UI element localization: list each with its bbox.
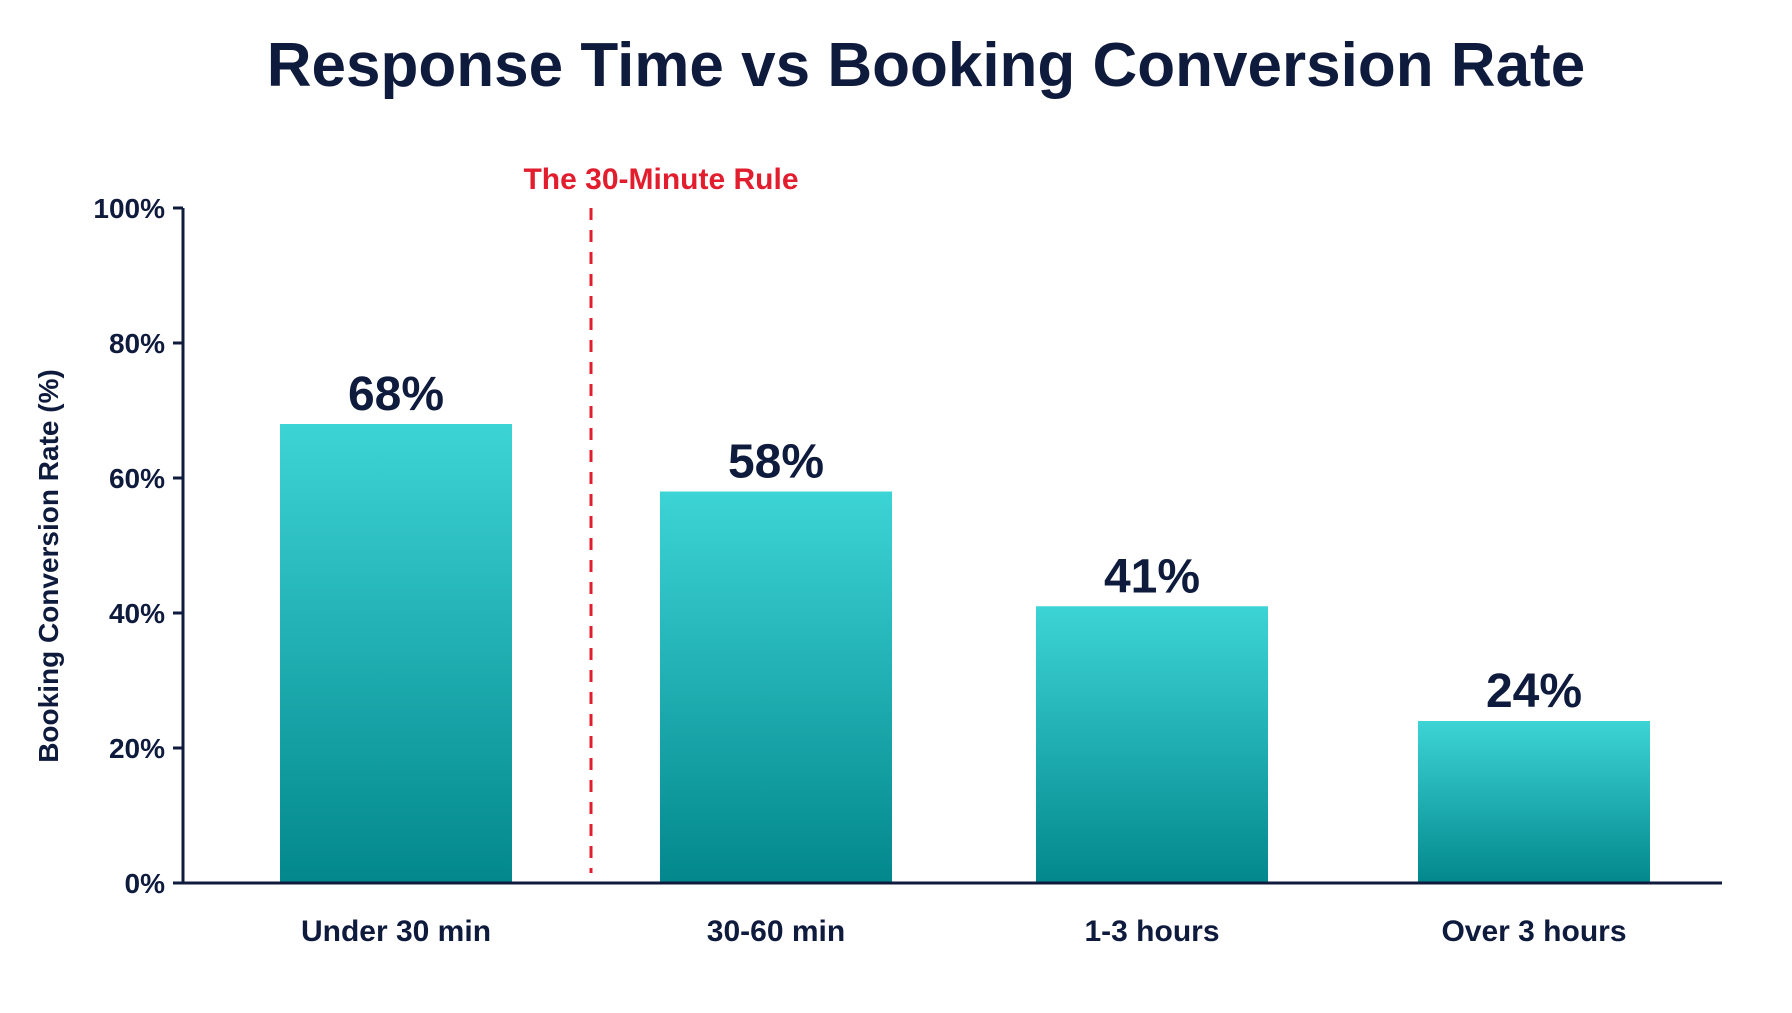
- y-tick-label: 100%: [93, 193, 165, 224]
- chart-title: Response Time vs Booking Conversion Rate: [267, 31, 1585, 100]
- x-category-label: Under 30 min: [301, 915, 491, 948]
- x-category-label: 30-60 min: [707, 915, 845, 948]
- y-tick-label: 60%: [109, 463, 165, 494]
- y-tick-label: 40%: [109, 598, 165, 629]
- bar: [1036, 606, 1268, 883]
- y-axis-ticks: 0% 20% 40% 60% 80% 100%: [93, 193, 183, 899]
- bar-value-label: 58%: [728, 436, 824, 489]
- x-category-label: Over 3 hours: [1441, 915, 1626, 948]
- y-axis-label: Booking Conversion Rate (%): [33, 369, 64, 763]
- bar-value-label: 24%: [1486, 665, 1582, 718]
- x-category-label: 1-3 hours: [1084, 915, 1219, 948]
- y-tick-label: 80%: [109, 328, 165, 359]
- bar: [1418, 721, 1650, 883]
- bar: [280, 424, 512, 883]
- bar-value-label: 41%: [1104, 550, 1200, 603]
- y-tick-label: 20%: [109, 733, 165, 764]
- bar-value-label: 68%: [348, 368, 444, 421]
- bar: [660, 491, 892, 883]
- bars: 68% Under 30 min 58% 30-60 min 41% 1-3 hours 2…: [280, 368, 1650, 948]
- y-tick-label: 0%: [125, 868, 166, 899]
- threshold-annotation-label: The 30-Minute Rule: [523, 163, 798, 196]
- annotation: The 30-Minute Rule: [523, 163, 799, 873]
